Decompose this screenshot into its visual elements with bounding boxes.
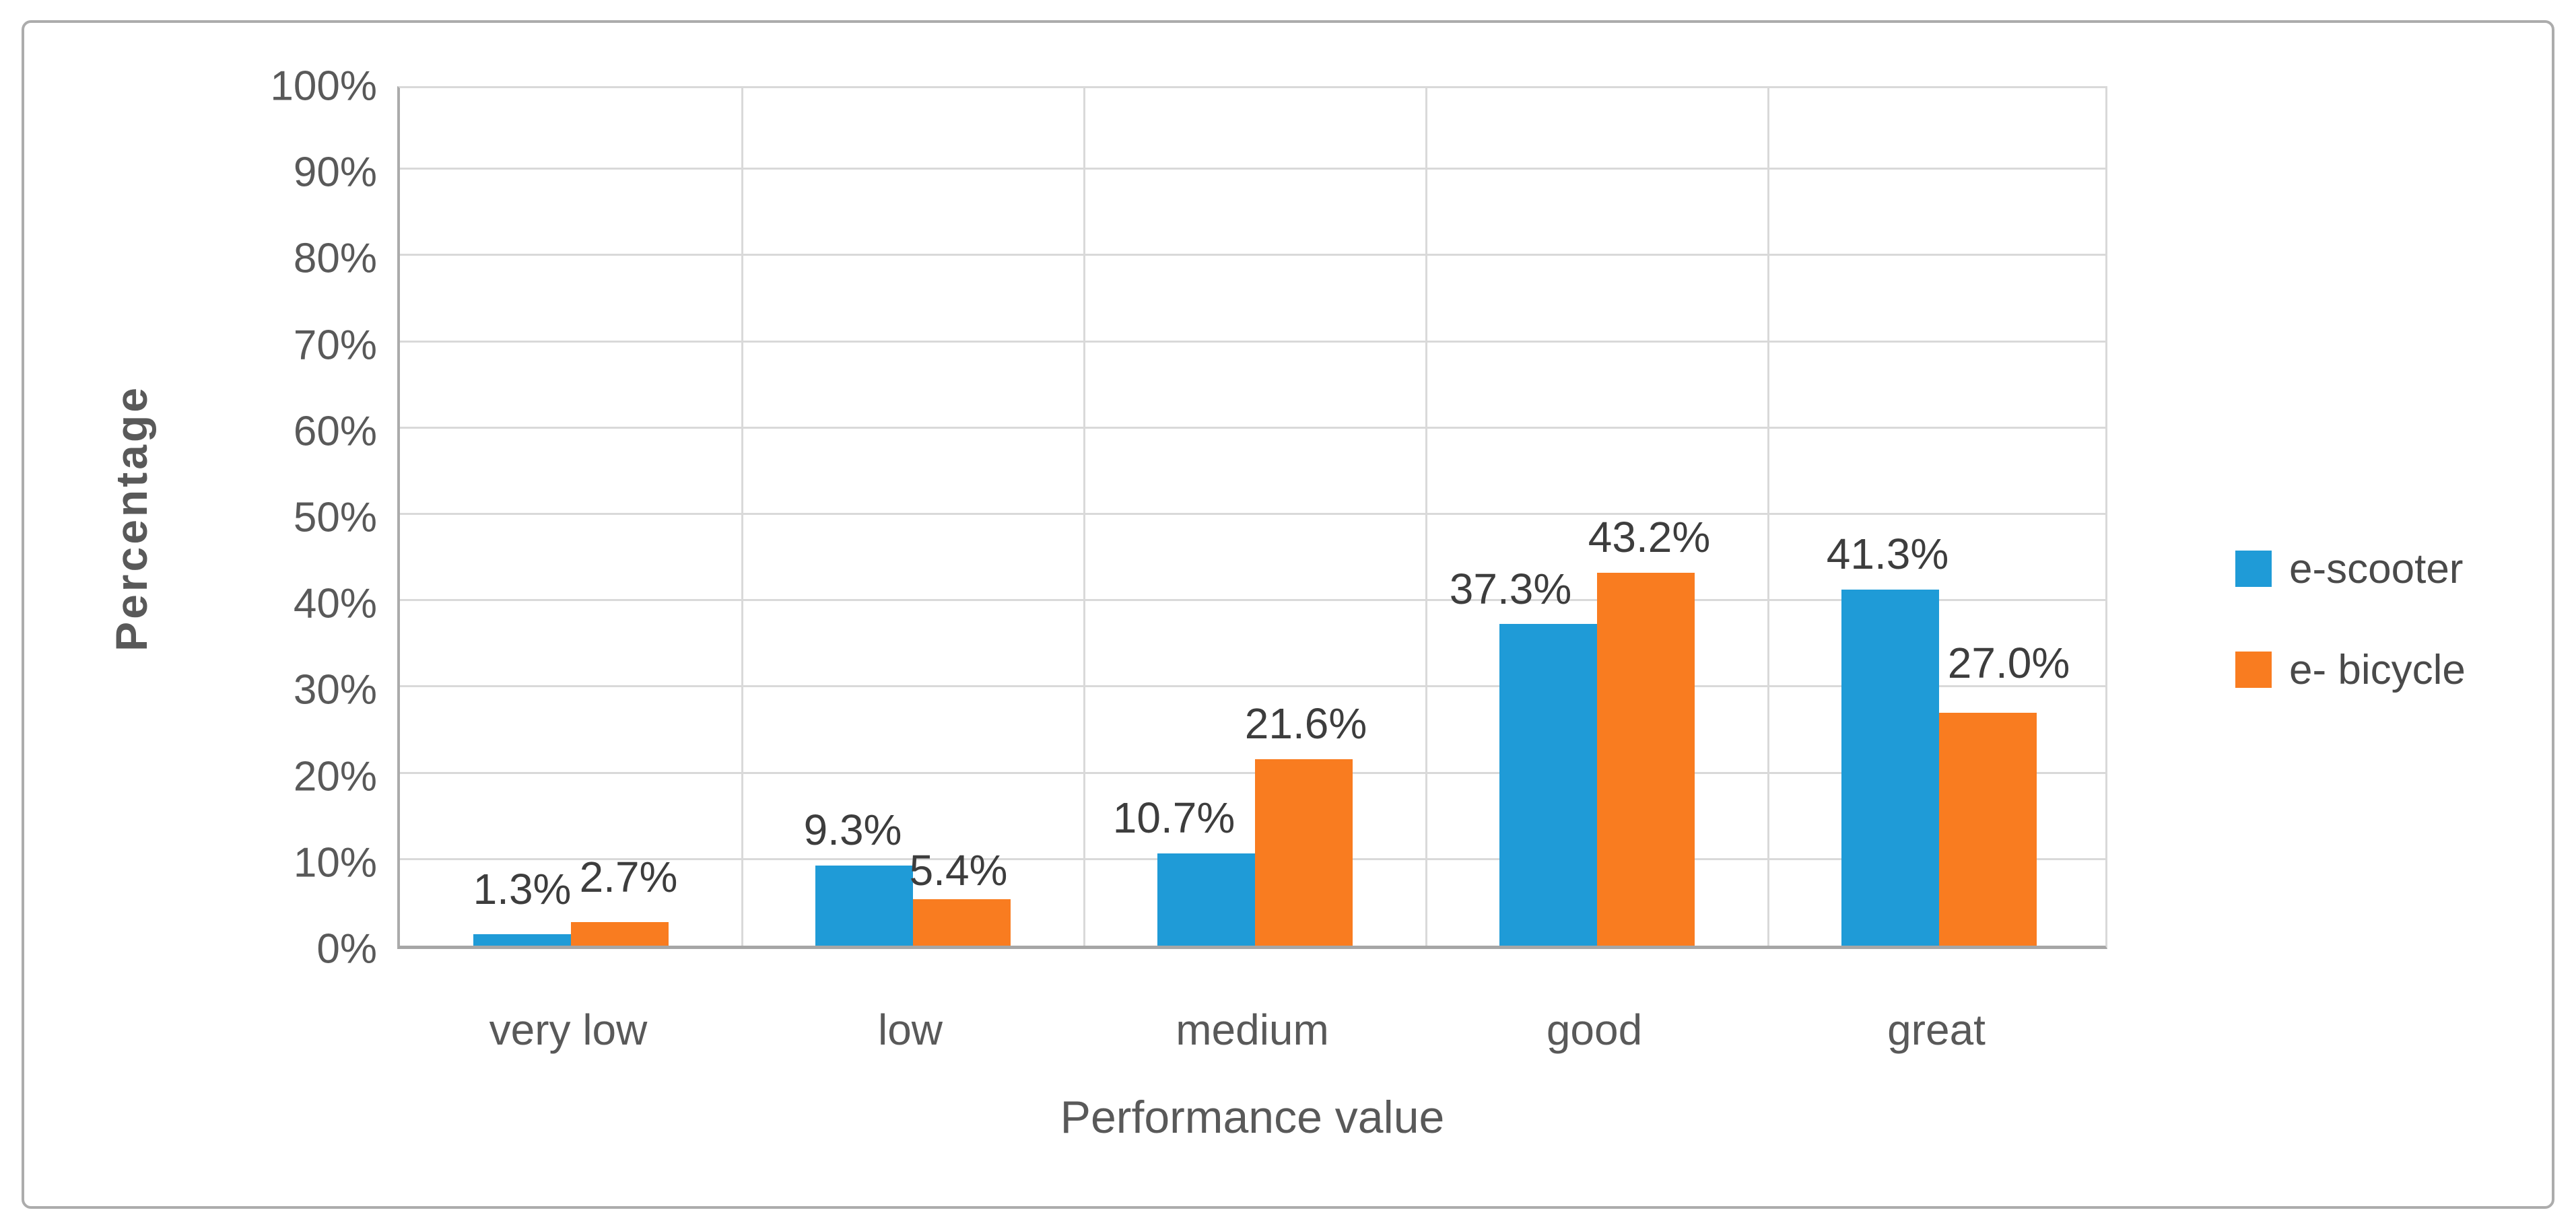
gridline-h-30 xyxy=(400,685,2105,688)
category-label-good: good xyxy=(1546,1006,1643,1054)
category-label-very-low: very low xyxy=(489,1006,648,1054)
legend-label-e-bicycle: e- bicycle xyxy=(2289,646,2466,693)
gridline-v-3 xyxy=(1425,88,1427,946)
bar-e-scooter-great xyxy=(1841,589,1939,946)
y-tick-label-0: 0% xyxy=(316,925,377,973)
y-tick-label-100: 100% xyxy=(270,63,377,110)
legend-item-e-bicycle: e- bicycle xyxy=(2235,639,2466,700)
y-tick-label-50: 50% xyxy=(293,494,377,541)
data-label-e-scooter-great: 41.3% xyxy=(1826,529,1949,578)
data-label-e-scooter-low: 9.3% xyxy=(803,805,902,854)
gridline-h-70 xyxy=(400,340,2105,343)
gridline-h-60 xyxy=(400,426,2105,429)
y-tick-label-10: 10% xyxy=(293,839,377,886)
legend-item-e-scooter: e-scooter xyxy=(2235,538,2466,599)
gridline-v-2 xyxy=(1083,88,1085,946)
bar-e-bicycle-great xyxy=(1939,712,2037,946)
category-label-great: great xyxy=(1887,1006,1986,1054)
data-label-e-bicycle-very-low: 2.7% xyxy=(579,853,678,902)
category-label-medium: medium xyxy=(1176,1006,1329,1054)
data-label-e-scooter-medium: 10.7% xyxy=(1112,793,1235,842)
x-axis-title: Performance value xyxy=(1060,1092,1445,1143)
gridline-h-90 xyxy=(400,168,2105,170)
gridline-h-50 xyxy=(400,513,2105,515)
data-label-e-bicycle-low: 5.4% xyxy=(909,845,1008,894)
y-tick-label-40: 40% xyxy=(293,580,377,627)
y-tick-label-70: 70% xyxy=(293,322,377,369)
bar-e-scooter-very-low xyxy=(473,934,571,946)
y-tick-label-90: 90% xyxy=(293,149,377,196)
gridline-v-4 xyxy=(1767,88,1769,946)
gridline-h-20 xyxy=(400,771,2105,774)
gridline-v-1 xyxy=(741,88,743,946)
y-tick-label-80: 80% xyxy=(293,235,377,282)
data-label-e-bicycle-great: 27.0% xyxy=(1947,638,2070,687)
bar-e-bicycle-low xyxy=(913,899,1011,946)
y-tick-label-20: 20% xyxy=(293,753,377,800)
legend: e-scooter e- bicycle xyxy=(2235,538,2466,740)
bar-e-bicycle-medium xyxy=(1255,759,1353,946)
data-label-e-bicycle-good: 43.2% xyxy=(1588,513,1711,562)
bar-e-scooter-medium xyxy=(1157,853,1255,946)
data-label-e-scooter-good: 37.3% xyxy=(1449,564,1572,613)
gridline-h-40 xyxy=(400,599,2105,602)
bar-e-bicycle-very-low xyxy=(571,922,669,946)
data-label-e-scooter-very-low: 1.3% xyxy=(473,865,572,914)
y-tick-label-60: 60% xyxy=(293,408,377,455)
bar-e-scooter-low xyxy=(815,865,913,946)
category-label-low: low xyxy=(877,1006,943,1054)
legend-label-e-scooter: e-scooter xyxy=(2289,545,2464,592)
legend-swatch-e-scooter xyxy=(2235,551,2272,587)
gridline-h-80 xyxy=(400,254,2105,256)
legend-swatch-e-bicycle xyxy=(2235,652,2272,688)
data-label-e-bicycle-medium: 21.6% xyxy=(1244,699,1367,748)
y-tick-label-30: 30% xyxy=(293,666,377,713)
bar-e-bicycle-good xyxy=(1597,573,1695,946)
plot-area: 1.3% 9.3% 10.7% 37.3% 41.3% 2.7% 5.4% 21.6% 43.2… xyxy=(397,86,2107,949)
bar-e-scooter-good xyxy=(1499,623,1597,946)
